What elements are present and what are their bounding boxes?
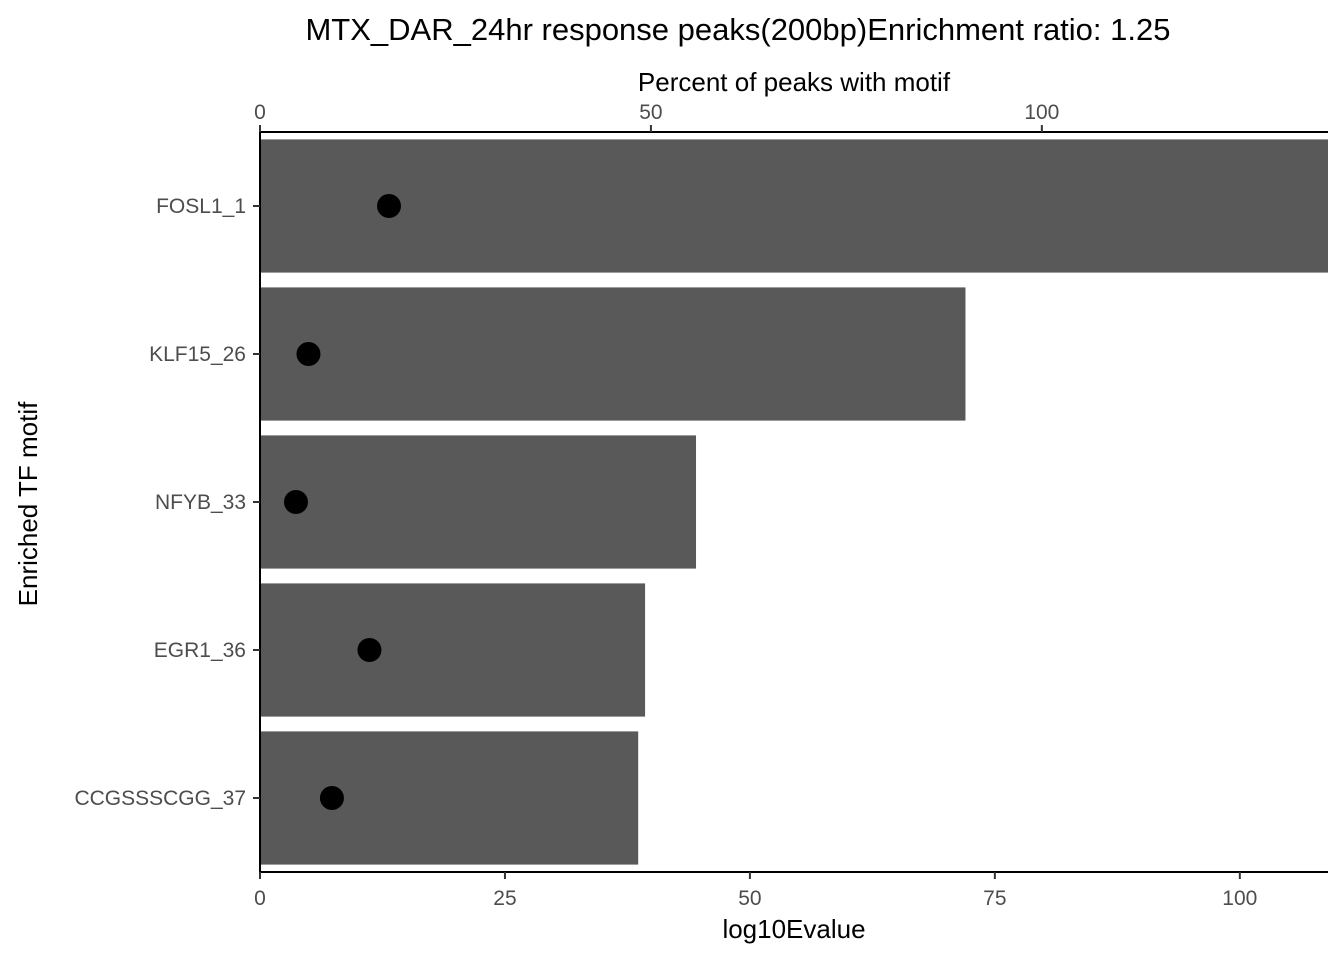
y-axis-title: Enriched TF motif bbox=[13, 401, 43, 606]
x-axis: 0 25 50 75 100 bbox=[254, 872, 1257, 910]
y-tick-label: CCGSSSCGG_37 bbox=[74, 787, 246, 810]
y-tick-label: EGR1_36 bbox=[154, 639, 246, 662]
point bbox=[377, 194, 402, 218]
y-tick-label: KLF15_26 bbox=[149, 343, 246, 366]
x-tick-label: 25 bbox=[493, 887, 516, 910]
chart-title: MTX_DAR_24hr response peaks(200bp)Enrich… bbox=[305, 12, 1170, 47]
top-tick-label: 0 bbox=[254, 101, 266, 124]
x-axis-title: log10Evalue bbox=[722, 914, 865, 944]
y-tick-label: NFYB_33 bbox=[155, 491, 246, 514]
bar bbox=[260, 139, 1328, 273]
point bbox=[296, 342, 321, 366]
x-tick-label: 50 bbox=[738, 887, 761, 910]
top-axis: 0 50 100 bbox=[254, 101, 1059, 132]
bar bbox=[260, 435, 697, 569]
bar bbox=[260, 583, 646, 717]
bar bbox=[260, 731, 639, 865]
bars-layer bbox=[260, 139, 1328, 865]
x-tick-label: 100 bbox=[1222, 887, 1257, 910]
point bbox=[283, 490, 308, 514]
point bbox=[357, 638, 382, 662]
y-tick-label: FOSL1_1 bbox=[156, 195, 246, 218]
top-tick-label: 50 bbox=[639, 101, 662, 124]
point bbox=[319, 786, 344, 810]
x-tick-label: 0 bbox=[254, 887, 266, 910]
top-tick-label: 100 bbox=[1024, 101, 1059, 124]
points-layer bbox=[283, 194, 402, 810]
x-tick-label: 75 bbox=[983, 887, 1006, 910]
bar bbox=[260, 287, 966, 421]
y-axis: FOSL1_1 KLF15_26 NFYB_33 EGR1_36 CCGSSSCGG_3… bbox=[74, 195, 260, 810]
top-axis-title: Percent of peaks with motif bbox=[638, 67, 951, 97]
